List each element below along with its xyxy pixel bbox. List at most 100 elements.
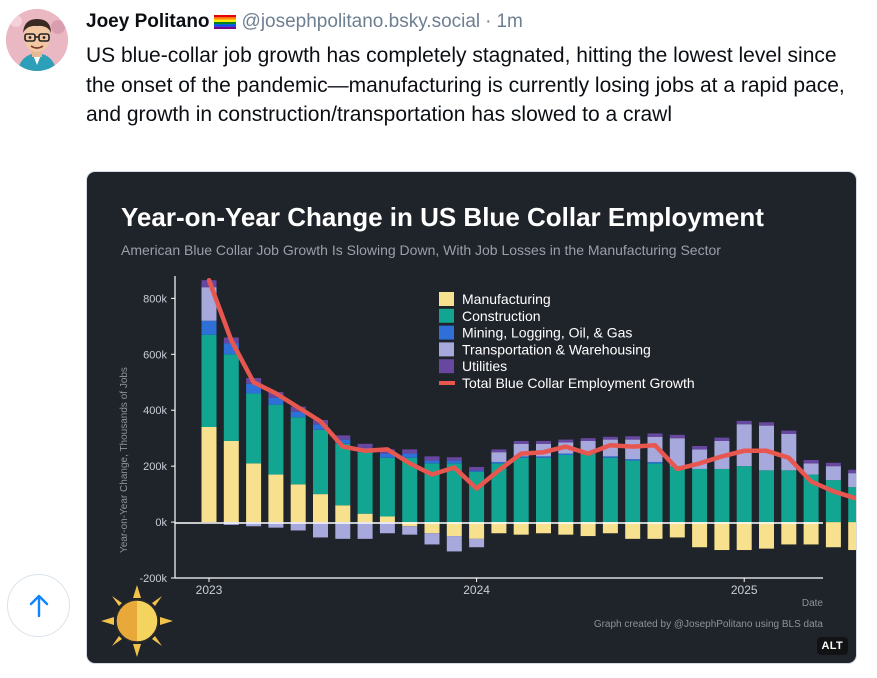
bar-segment-construction xyxy=(290,417,306,485)
bar-segment-transportation xyxy=(580,440,596,453)
y-tick-label: -200k xyxy=(139,573,167,585)
y-axis-label: Year-on-Year Change, Thousands of Jobs xyxy=(119,367,130,553)
bar-segment-mining xyxy=(335,439,351,444)
total-growth-line xyxy=(206,277,856,501)
bar-segment-utilities xyxy=(692,446,708,450)
bar-segment-mining xyxy=(290,411,306,418)
bar-segment-utilities xyxy=(602,436,618,440)
bar-segment-manufacturing xyxy=(313,494,328,523)
bar-segment-manufacturing xyxy=(692,522,708,548)
bar-segment-utilities xyxy=(357,443,373,448)
bar-segment-utilities xyxy=(759,422,774,426)
bar-segment-manufacturing xyxy=(803,522,819,545)
bar-segment-mining xyxy=(223,343,239,355)
bar-segment-manufacturing xyxy=(714,522,730,551)
bar-segment-mining xyxy=(536,456,551,458)
bar-segment-utilities xyxy=(513,440,529,444)
bar-segment-construction xyxy=(402,457,418,523)
bar-segment-construction xyxy=(669,466,685,523)
bar-segment-transportation xyxy=(313,522,328,538)
sun-logo-icon xyxy=(101,585,173,657)
bar-segment-mining xyxy=(513,456,529,458)
cartoon-avatar xyxy=(6,9,68,71)
bar-segment-construction xyxy=(736,466,752,523)
avatar[interactable] xyxy=(6,9,68,71)
y-tick-label: 200k xyxy=(143,461,167,473)
bar-segment-construction xyxy=(759,470,774,523)
x-tick-label: 2025 xyxy=(731,583,758,597)
bar-segment-manufacturing xyxy=(848,522,856,551)
bar-segment-manufacturing xyxy=(379,516,395,523)
bar-segment-mining xyxy=(313,424,328,430)
post-header: Joey Politano @josephpolitano.bsky.socia… xyxy=(86,8,523,36)
bar-segment-manufacturing xyxy=(335,505,351,523)
bar-segment-manufacturing xyxy=(201,427,217,523)
legend-label-transportation: Transportation & Warehousing xyxy=(462,341,651,357)
legend-swatch-mining xyxy=(439,325,454,340)
chart-title: Year-on-Year Change in US Blue Collar Em… xyxy=(121,202,764,232)
bar-segment-manufacturing xyxy=(625,522,641,539)
bar-segment-transportation xyxy=(647,436,663,462)
bar-segment-transportation xyxy=(335,522,351,539)
bar-segment-construction xyxy=(558,454,574,523)
bar-segment-construction xyxy=(268,404,284,475)
bar-segment-utilities xyxy=(736,420,752,425)
bar-segment-transportation xyxy=(491,452,507,462)
bar-segment-utilities xyxy=(446,457,462,461)
bar-segment-utilities xyxy=(580,438,596,441)
bar-segment-construction xyxy=(357,452,373,514)
separator-dot: · xyxy=(485,11,492,32)
bar-segment-utilities xyxy=(536,440,551,444)
bar-segment-manufacturing xyxy=(424,522,440,534)
legend-label-total: Total Blue Collar Employment Growth xyxy=(462,375,695,391)
bar-segment-construction xyxy=(446,463,462,523)
bar-segment-utilities xyxy=(424,456,440,461)
bar-segment-utilities xyxy=(625,436,641,440)
x-axis-label: Date xyxy=(802,598,824,609)
bar-segment-mining xyxy=(268,397,284,405)
post-image[interactable]: Year-on-Year Change in US Blue Collar Em… xyxy=(86,171,857,664)
bar-segment-manufacturing xyxy=(402,522,418,527)
bar-segment-construction xyxy=(580,453,596,523)
bar-segment-manufacturing xyxy=(469,522,485,539)
y-tick-label: 0k xyxy=(155,517,167,529)
bar-segment-manufacturing xyxy=(491,522,507,534)
author-name[interactable]: Joey Politano xyxy=(86,11,210,32)
bar-segment-utilities xyxy=(669,434,685,439)
bar-segment-manufacturing xyxy=(290,484,306,523)
blue-collar-employment-chart: Year-on-Year Change in US Blue Collar Em… xyxy=(101,202,856,657)
bar-segment-manufacturing xyxy=(647,522,663,539)
bar-segment-construction xyxy=(469,471,485,523)
author-handle[interactable]: @josephpolitano.bsky.social xyxy=(241,11,481,32)
bar-segment-mining xyxy=(402,453,418,458)
bar-segment-manufacturing xyxy=(536,522,551,534)
bar-segment-transportation xyxy=(848,473,856,488)
bar-segment-manufacturing xyxy=(246,463,262,523)
bar-segment-construction xyxy=(825,480,841,523)
bar-segment-construction xyxy=(692,468,708,523)
chart-credit: Graph created by @JosephPolitano using B… xyxy=(594,619,824,630)
bar-segment-construction xyxy=(536,457,551,523)
bar-segment-transportation xyxy=(290,522,306,531)
bar-segment-construction xyxy=(513,457,529,523)
post-text: US blue-collar job growth has completely… xyxy=(86,44,845,126)
post-time[interactable]: 1m xyxy=(496,11,523,32)
y-tick-label: 800k xyxy=(143,293,167,305)
bar-segment-transportation xyxy=(246,522,262,527)
bar-segment-manufacturing xyxy=(357,513,373,523)
bar-segment-utilities xyxy=(803,459,819,464)
bar-segment-construction xyxy=(379,457,395,517)
bar-segment-utilities xyxy=(335,435,351,440)
legend-swatch-transportation xyxy=(439,342,454,357)
bar-segment-utilities xyxy=(647,433,663,437)
bar-segment-transportation xyxy=(424,533,440,545)
bar-segment-construction xyxy=(714,468,730,523)
alt-text-button[interactable]: ALT xyxy=(816,637,848,655)
bar-segment-manufacturing xyxy=(513,522,529,535)
bar-segment-construction xyxy=(625,460,641,523)
scroll-to-top-button[interactable] xyxy=(7,574,70,637)
y-tick-label: 400k xyxy=(143,405,167,417)
bar-segment-mining xyxy=(424,460,440,464)
bar-segment-transportation xyxy=(446,536,462,552)
y-tick-label: 600k xyxy=(143,349,167,361)
